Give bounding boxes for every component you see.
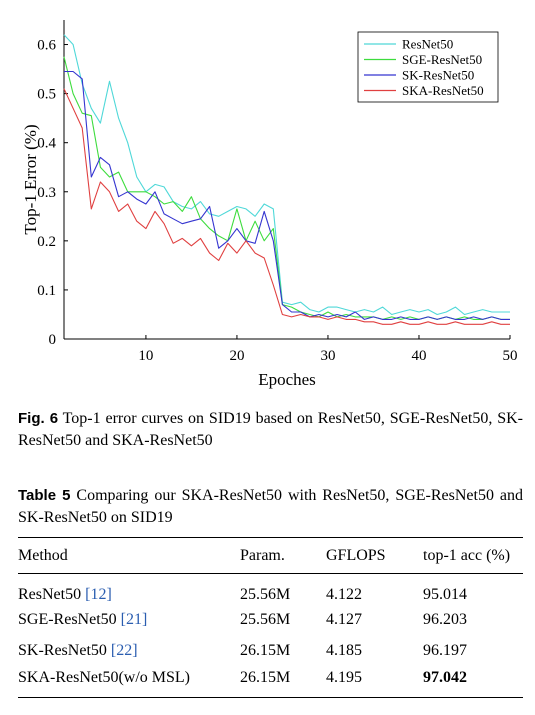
series-line-sk-resnet50: [64, 70, 510, 320]
x-tick-label: 20: [229, 348, 244, 364]
header-gflops: GFLOPS: [326, 537, 423, 574]
comparison-table: Method Param. GFLOPS top-1 acc (%) ResNe…: [18, 537, 523, 698]
table-row: SGE-ResNet50 [21] 25.56M 4.127 96.203: [18, 605, 523, 636]
cell-method: SGE-ResNet50 [21]: [18, 611, 148, 628]
cell-method: ResNet50 [12]: [18, 586, 112, 604]
cell-params: 25.56M: [240, 586, 291, 604]
x-tick-label: 50: [503, 348, 518, 364]
cell-gflops: 4.185: [326, 642, 362, 659]
y-tick-label: 0.3: [37, 185, 56, 201]
x-axis-label: Epoches: [258, 370, 316, 389]
y-tick-label: 0.2: [37, 234, 56, 250]
x-tick-label: 30: [320, 348, 335, 364]
citation-link[interactable]: [21]: [120, 611, 148, 628]
y-tick-label: 0.1: [37, 283, 56, 299]
legend-entry: SK-ResNet50: [402, 68, 474, 83]
x-tick-label: 10: [138, 348, 153, 364]
cell-params: 25.56M: [240, 611, 291, 628]
y-tick-label: 0: [49, 332, 57, 348]
citation-link[interactable]: [22]: [110, 642, 138, 659]
table-caption: Table 5 Comparing our SKA-ResNet50 with …: [18, 485, 523, 529]
citation-link[interactable]: [12]: [85, 586, 112, 604]
figure-caption-label: Fig. 6: [18, 410, 59, 427]
y-tick-label: 0.6: [37, 38, 56, 54]
table-caption-text: Comparing our SKA-ResNet50 with ResNet50…: [18, 487, 524, 526]
cell-acc-best: 97.042: [423, 666, 523, 698]
legend-entry: SGE-ResNet50: [402, 52, 482, 67]
table-row: SKA-ResNet50(w/o MSL) 26.15M 4.195 97.04…: [18, 666, 523, 698]
cell-gflops: 4.127: [326, 611, 362, 628]
table-caption-label: Table 5: [18, 487, 71, 504]
legend-entry: ResNet50: [402, 37, 453, 52]
figure-caption: Fig. 6 Top-1 error curves on SID19 based…: [18, 408, 523, 452]
x-tick-label: 40: [411, 348, 426, 364]
cell-params: 26.15M: [240, 642, 291, 659]
table-row: ResNet50 [12] 25.56M 4.122 95.014: [18, 574, 523, 605]
y-axis-label: Top-1 Error (%): [21, 124, 40, 234]
y-tick-label: 0.4: [37, 136, 56, 152]
header-acc: top-1 acc (%): [423, 537, 523, 574]
y-tick-label: 0.5: [37, 87, 56, 103]
cell-acc: 96.203: [423, 611, 467, 628]
header-params: Param.: [240, 537, 326, 574]
header-method: Method: [18, 537, 240, 574]
cell-acc: 96.197: [423, 642, 467, 659]
series-line-resnet50: [63, 34, 510, 316]
figure-caption-text: Top-1 error curves on SID19 based on Res…: [18, 410, 524, 449]
legend-entry: SKA-ResNet50: [402, 83, 484, 98]
cell-acc: 95.014: [423, 586, 467, 604]
cell-params: 26.15M: [240, 666, 326, 698]
cell-gflops: 4.195: [326, 666, 423, 698]
cell-method: SKA-ResNet50(w/o MSL): [18, 666, 240, 698]
error-curve-chart: 0 0.1 0.2 0.3 0.4 0.5 0.6 10 20 30 40 50 Epoches Top-…: [21, 20, 518, 389]
cell-method: SK-ResNet50 [22]: [18, 642, 138, 659]
table-row: SK-ResNet50 [22] 26.15M 4.185 96.197: [18, 636, 523, 667]
table-header-row: Method Param. GFLOPS top-1 acc (%): [18, 537, 523, 574]
cell-gflops: 4.122: [326, 586, 362, 604]
plot-area: 0 0.1 0.2 0.3 0.4 0.5 0.6 10 20 30 40 50 Epoches Top-…: [21, 20, 518, 389]
series-line-ska-resnet50: [63, 88, 510, 325]
